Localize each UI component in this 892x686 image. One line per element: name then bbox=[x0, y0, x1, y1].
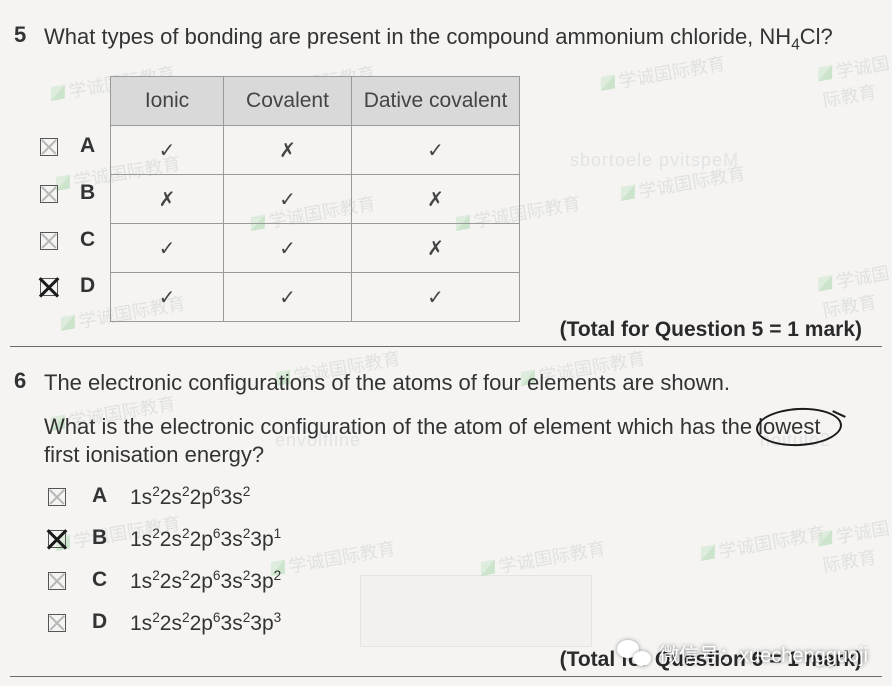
q5-prompt: What types of bonding are present in the… bbox=[44, 22, 864, 56]
q6-line2: What is the electronic configuration of … bbox=[44, 412, 864, 442]
q6-config-a: 1s22s22p63s2 bbox=[130, 484, 250, 510]
q5-a-cov: ✗ bbox=[224, 126, 352, 175]
watermark-text: 学诚国际教育 bbox=[619, 159, 748, 206]
q5-d-ionic: ✓ bbox=[111, 273, 224, 322]
q6-letter-d: D bbox=[92, 610, 107, 634]
q5-b-cov: ✓ bbox=[224, 175, 352, 224]
q5-checkbox-c[interactable] bbox=[40, 232, 58, 250]
watermark-text: 学诚国际教育 bbox=[599, 49, 728, 96]
q6-number: 6 bbox=[14, 368, 26, 394]
q5-d-cov: ✓ bbox=[224, 273, 352, 322]
q6-lowest-word: lowest bbox=[758, 414, 820, 439]
q6-checkbox-d[interactable] bbox=[48, 614, 66, 632]
watermark-text: 学诚国际教育 bbox=[269, 534, 398, 581]
q6-checkbox-c[interactable] bbox=[48, 572, 66, 590]
watermark-text: 学诚国际教育 bbox=[816, 514, 892, 578]
watermark-text: 学诚国际教育 bbox=[479, 534, 608, 581]
q6-letter-b: B bbox=[92, 526, 107, 550]
q5-c-dat: ✗ bbox=[352, 224, 520, 273]
page: 学诚国际教育学诚国际教育学诚国际教育学诚国际教育学诚国际教育学诚国际教育学诚国际… bbox=[0, 0, 892, 686]
q5-th-ionic: Ionic bbox=[111, 77, 224, 126]
q5-th-dative: Dative covalent bbox=[352, 77, 520, 126]
q6-config-b: 1s22s22p63s23p1 bbox=[130, 526, 281, 552]
q6-checkbox-a[interactable] bbox=[48, 488, 66, 506]
q5-a-ionic: ✓ bbox=[111, 126, 224, 175]
watermark-text: 学诚国际教育 bbox=[816, 259, 892, 323]
q5-b-dat: ✗ bbox=[352, 175, 520, 224]
ghost-diagram-box bbox=[360, 575, 592, 647]
ghost-text: sbortoele pvitspeM bbox=[570, 150, 739, 171]
watermark-text: 学诚国际教育 bbox=[816, 49, 892, 113]
q5-letter-d: D bbox=[80, 274, 95, 298]
q5-row-b: ✗ ✓ ✗ bbox=[111, 175, 520, 224]
q5-b-ionic: ✗ bbox=[111, 175, 224, 224]
q5-divider bbox=[10, 346, 882, 347]
q6-config-c: 1s22s22p63s23p2 bbox=[130, 568, 281, 594]
q5-row-a: ✓ ✗ ✓ bbox=[111, 126, 520, 175]
wechat-icon bbox=[617, 640, 651, 668]
q5-a-dat: ✓ bbox=[352, 126, 520, 175]
wechat-overlay: 微信号：xuechengguoji bbox=[617, 639, 868, 668]
q6-letter-a: A bbox=[92, 484, 107, 508]
q5-row-d: ✓ ✓ ✓ bbox=[111, 273, 520, 322]
q5-checkbox-d[interactable] bbox=[40, 278, 58, 296]
q5-th-covalent: Covalent bbox=[224, 77, 352, 126]
q5-table: Ionic Covalent Dative covalent ✓ ✗ ✓ ✗ ✓… bbox=[110, 76, 520, 322]
q5-d-dat: ✓ bbox=[352, 273, 520, 322]
watermark-text: 学诚国际教育 bbox=[699, 519, 828, 566]
q6-checkbox-b[interactable] bbox=[48, 530, 66, 548]
wechat-label: 微信号：xuechengguoji bbox=[659, 639, 868, 668]
q6-line3: first ionisation energy? bbox=[44, 440, 264, 470]
q5-total: (Total for Question 5 = 1 mark) bbox=[560, 318, 862, 342]
q5-checkbox-b[interactable] bbox=[40, 185, 58, 203]
q5-letter-a: A bbox=[80, 134, 95, 158]
q5-letter-c: C bbox=[80, 228, 95, 252]
q5-c-ionic: ✓ bbox=[111, 224, 224, 273]
q5-row-c: ✓ ✓ ✗ bbox=[111, 224, 520, 273]
q5-c-cov: ✓ bbox=[224, 224, 352, 273]
q6-config-d: 1s22s22p63s23p3 bbox=[130, 610, 281, 636]
q5-letter-b: B bbox=[80, 181, 95, 205]
q6-divider bbox=[10, 676, 882, 677]
q6-letter-c: C bbox=[92, 568, 107, 592]
q5-number: 5 bbox=[14, 22, 26, 48]
q6-line1: The electronic configurations of the ato… bbox=[44, 368, 864, 398]
q5-checkbox-a[interactable] bbox=[40, 138, 58, 156]
